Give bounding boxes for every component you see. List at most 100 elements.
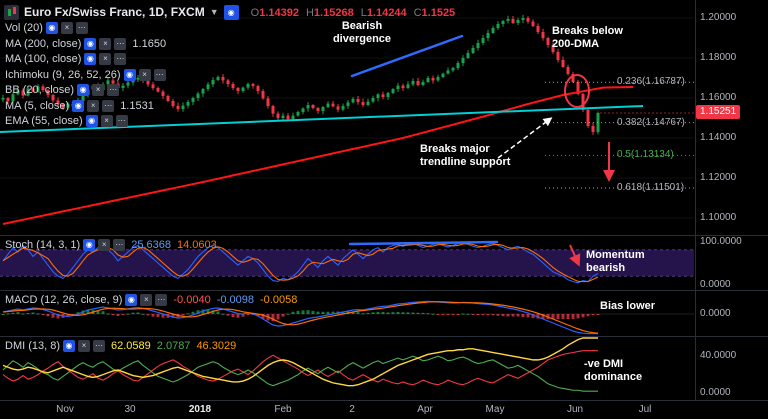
pane-axis-label: 0.0000 xyxy=(700,387,731,398)
macd-histogram-bar xyxy=(521,314,525,318)
delete-x-icon[interactable]: × xyxy=(78,340,91,352)
delete-x-icon[interactable]: × xyxy=(92,84,105,96)
time-axis-label: Feb xyxy=(274,404,292,415)
legend-row: Vol (20) ◉ × ⋯ xyxy=(5,21,88,35)
pane-axis-label: 0.0000 xyxy=(700,308,731,319)
macd-histogram-bar xyxy=(446,314,450,315)
dmi-value: 62.0589 xyxy=(111,340,151,352)
candle-body xyxy=(391,89,395,93)
legend-row: MA (5, close) ◉ × ⋯ 1.1531 xyxy=(5,99,154,113)
visibility-eye-icon[interactable]: ◉ xyxy=(123,68,136,81)
delete-x-icon[interactable]: × xyxy=(60,22,73,34)
candle-body xyxy=(321,107,325,111)
macd-histogram-bar xyxy=(316,311,320,314)
macd-histogram-bar xyxy=(31,312,35,314)
macd-histogram-bar xyxy=(26,313,30,314)
dmi-value: 46.3029 xyxy=(196,340,237,352)
pane-axis-label: 100.0000 xyxy=(700,236,742,247)
legend-row: BB (20, close) ◉ × ⋯ xyxy=(5,83,120,97)
visibility-eye-icon[interactable]: ◉ xyxy=(72,99,85,112)
candle-body xyxy=(296,112,300,116)
last-price-label: 1.15251 xyxy=(696,105,741,119)
macd-histogram-bar xyxy=(516,314,520,317)
price-axis-label: 1.14000 xyxy=(700,132,737,143)
candle-body xyxy=(371,98,375,102)
more-options-icon[interactable]: ⋯ xyxy=(113,239,126,251)
indicator-label[interactable]: MA (200, close) xyxy=(5,37,82,50)
macd-histogram-bar xyxy=(71,314,75,315)
macd-histogram-bar xyxy=(556,314,560,319)
dmi-label[interactable]: DMI (13, 8) xyxy=(5,340,61,352)
macd-histogram-bar xyxy=(306,310,310,314)
macd-histogram-bar xyxy=(261,314,265,319)
candle-body xyxy=(266,98,270,106)
visibility-eye-icon[interactable]: ◉ xyxy=(85,115,98,127)
delete-x-icon[interactable]: × xyxy=(99,53,112,65)
more-options-icon[interactable]: ⋯ xyxy=(114,53,127,65)
candle-body xyxy=(306,105,310,109)
delete-x-icon[interactable]: × xyxy=(99,37,112,50)
indicator-label[interactable]: EMA (55, close) xyxy=(5,115,83,127)
more-options-icon[interactable]: ⋯ xyxy=(155,294,168,306)
visibility-eye-icon[interactable]: ◉ xyxy=(63,340,76,352)
annotation-momentum-bearish: Momentum bearish xyxy=(586,249,645,274)
candle-body xyxy=(121,85,125,88)
dmi-minus-di-line xyxy=(2,350,598,386)
break-circle xyxy=(564,74,590,108)
eye-icon[interactable]: ◉ xyxy=(223,4,239,20)
indicator-label[interactable]: MA (5, close) xyxy=(5,99,70,112)
visibility-eye-icon[interactable]: ◉ xyxy=(83,239,96,251)
indicator-label[interactable]: Ichimoku (9, 26, 52, 26) xyxy=(5,68,121,81)
visibility-eye-icon[interactable]: ◉ xyxy=(77,84,90,96)
candle-body xyxy=(541,32,545,38)
indicator-label[interactable]: MA (100, close) xyxy=(5,53,82,65)
delete-x-icon[interactable]: × xyxy=(138,68,151,81)
candle-body xyxy=(246,84,250,88)
candle-body xyxy=(446,70,450,74)
delete-x-icon[interactable]: × xyxy=(100,115,113,127)
candle-body xyxy=(551,45,555,52)
more-options-icon[interactable]: ⋯ xyxy=(107,84,120,96)
macd-histogram-bar xyxy=(156,314,160,318)
stoch-label[interactable]: Stoch (14, 3, 1) xyxy=(5,239,81,251)
chevron-down-icon[interactable]: ▼ xyxy=(209,7,219,17)
macd-histogram-bar xyxy=(456,314,460,315)
candle-body xyxy=(421,82,425,85)
indicator-label[interactable]: Vol (20) xyxy=(5,22,43,34)
candle-body xyxy=(556,52,560,60)
visibility-eye-icon[interactable]: ◉ xyxy=(84,53,97,65)
visibility-eye-icon[interactable]: ◉ xyxy=(45,22,58,34)
time-axis[interactable]: Nov 30 2018 Feb 2 Apr May Jun Jul xyxy=(0,400,768,419)
candle-body xyxy=(336,106,340,110)
more-options-icon[interactable]: ⋯ xyxy=(93,340,106,352)
more-options-icon[interactable]: ⋯ xyxy=(75,22,88,34)
chart-logo-icon[interactable] xyxy=(4,4,19,20)
delete-x-icon[interactable]: × xyxy=(140,294,153,306)
time-axis-label: 2 xyxy=(349,404,355,415)
candle-body xyxy=(591,126,595,132)
visibility-eye-icon[interactable]: ◉ xyxy=(84,37,97,50)
more-options-icon[interactable]: ⋯ xyxy=(115,115,128,127)
price-axis-label: 1.16000 xyxy=(700,92,737,103)
macd-histogram-bar xyxy=(461,313,465,315)
candle-body xyxy=(481,38,485,43)
symbol-title[interactable]: Euro Fx/Swiss Franc, 1D, FXCM xyxy=(24,5,205,19)
more-options-icon[interactable]: ⋯ xyxy=(102,99,115,112)
delete-x-icon[interactable]: × xyxy=(98,239,111,251)
indicator-label[interactable]: BB (20, close) xyxy=(5,84,75,96)
macd-histogram-bar xyxy=(21,313,25,315)
macd-label[interactable]: MACD (12, 26, close, 9) xyxy=(5,294,123,306)
candle-body xyxy=(341,106,345,110)
macd-histogram-bar xyxy=(16,312,20,314)
macd-histogram-bar xyxy=(376,311,380,314)
macd-histogram-bar xyxy=(206,309,210,314)
candle-body xyxy=(361,102,365,105)
more-options-icon[interactable]: ⋯ xyxy=(114,37,127,50)
visibility-eye-icon[interactable]: ◉ xyxy=(125,294,138,306)
candle-body xyxy=(326,103,330,107)
chart-canvas[interactable] xyxy=(0,0,768,400)
more-options-icon[interactable]: ⋯ xyxy=(153,68,166,81)
annotation-bearish-divergence: Bearish divergence xyxy=(332,20,392,45)
delete-x-icon[interactable]: × xyxy=(87,99,100,112)
